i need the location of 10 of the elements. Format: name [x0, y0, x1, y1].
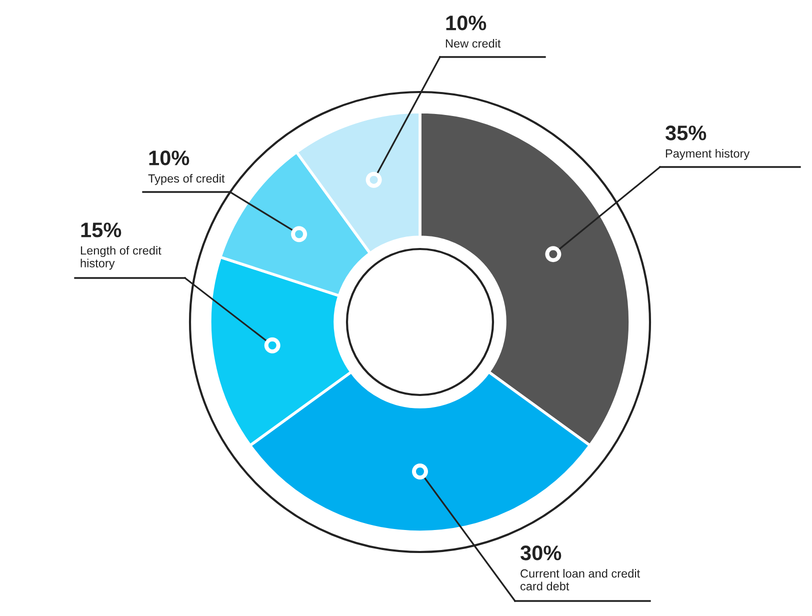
data-label: 15% — [81, 222, 122, 238]
slice-label: Length of credit history — [80, 246, 162, 270]
data-label: 10% — [149, 150, 190, 166]
data-label: 10% — [446, 16, 486, 30]
slice-label: Current loan and credit card debt — [520, 569, 640, 590]
data-label: 30% — [520, 546, 562, 560]
data-label: 35% — [665, 126, 706, 140]
slice-label: New credit — [446, 39, 501, 48]
slice-label: Payment history — [666, 149, 750, 160]
slice-label: Types of credit — [148, 174, 225, 186]
